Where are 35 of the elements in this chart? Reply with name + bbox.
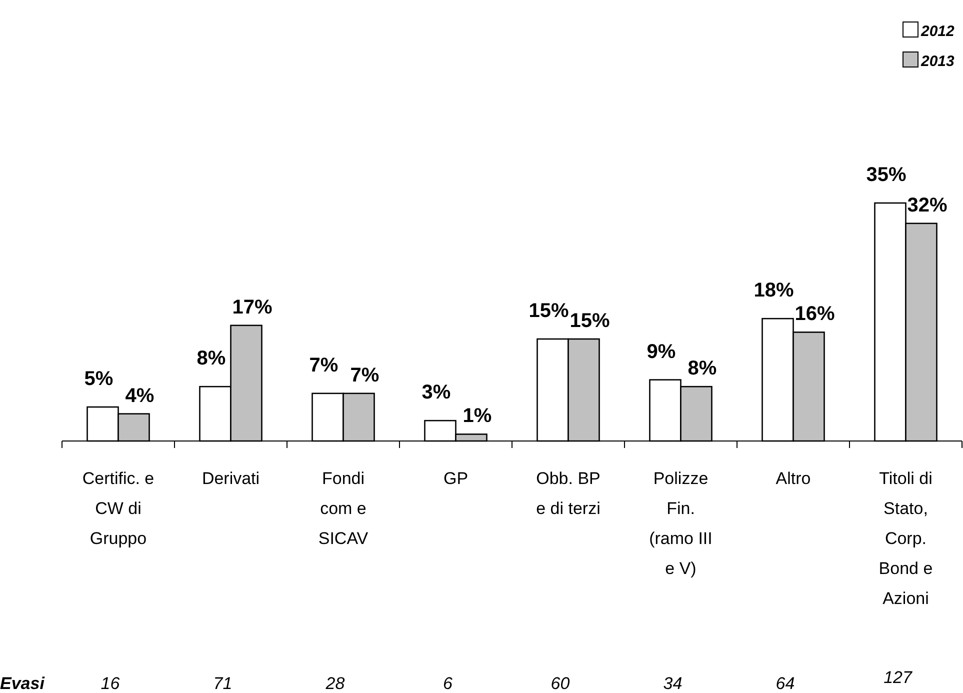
text: 34 <box>663 674 682 693</box>
data-label: 32% <box>907 194 948 216</box>
x-tick-label: Obb. BP e di terzi <box>536 469 600 518</box>
legend-label: 2012 <box>920 23 956 40</box>
text: 127 <box>884 668 912 687</box>
text: 71 <box>213 674 232 693</box>
data-label: 7% <box>350 364 380 386</box>
data-label: 3% <box>422 382 451 404</box>
data-label: 4% <box>125 384 154 407</box>
text: 6 <box>443 674 454 693</box>
data-label: 16% <box>794 303 835 326</box>
x-tick-label: GP <box>443 469 468 488</box>
text: 60 <box>550 674 570 693</box>
data-label: 1% <box>462 405 492 428</box>
x-tick-label: Altro <box>776 469 811 488</box>
data-label: 8% <box>196 348 226 370</box>
data-label: 15% <box>570 310 610 332</box>
x-tick-label: Polizze Fin. (ramo III e V) <box>649 469 712 578</box>
data-label: 17% <box>232 296 272 318</box>
x-tick-label: Certific. e CW di Gruppo <box>82 469 154 548</box>
text: 28 <box>324 674 346 693</box>
data-label: 35% <box>866 164 906 186</box>
data-label: 7% <box>309 354 338 376</box>
x-tick-label: Fondi com e SICAV <box>318 469 369 548</box>
data-label: 15% <box>528 300 569 322</box>
text: 16 <box>100 674 120 693</box>
legend-label: 2013 <box>920 53 956 70</box>
data-label: 9% <box>646 340 676 363</box>
data-label: 18% <box>754 280 794 302</box>
data-label: 8% <box>688 358 717 380</box>
data-label: 5% <box>84 368 114 390</box>
x-tick-label: Derivati <box>202 469 260 488</box>
text: 64 <box>776 674 795 693</box>
x-tick-label: Titoli di Stato, Corp. Bond e Azioni <box>878 469 933 608</box>
text: Evasi <box>0 674 46 693</box>
